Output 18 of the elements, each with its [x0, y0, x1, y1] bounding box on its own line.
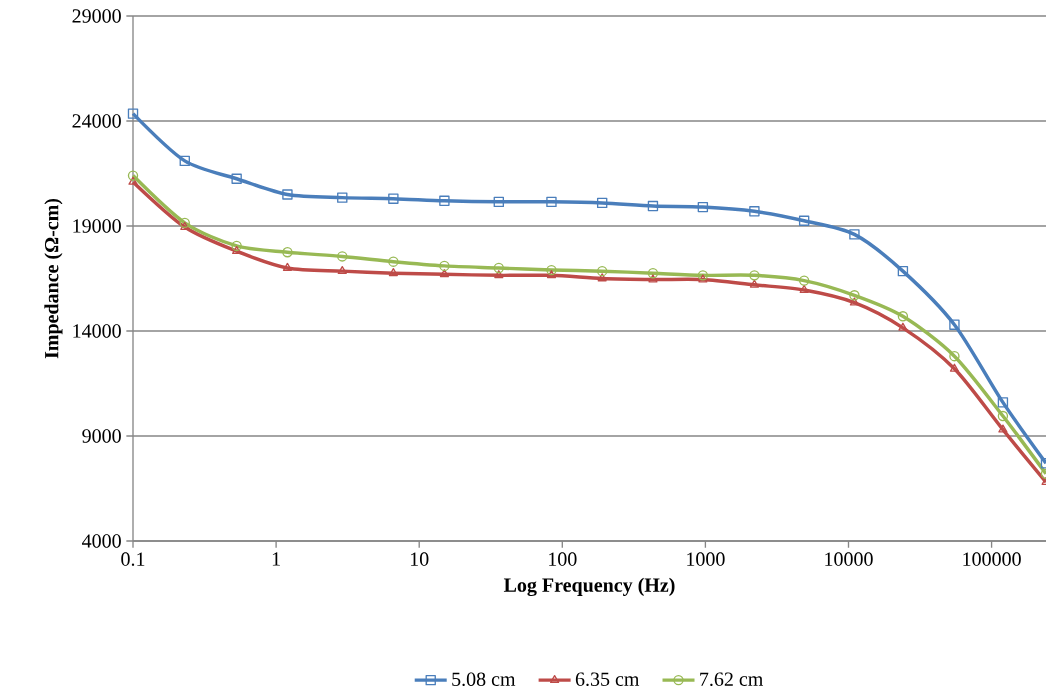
legend-label: 6.35 cm [575, 672, 640, 687]
y-tick-label: 4000 [82, 534, 121, 548]
x-tick-label: 10000 [825, 552, 873, 566]
x-tick-label: 1000 [687, 552, 725, 566]
x-tick-label: 0.1 [121, 552, 145, 566]
x-tick-label: 100000 [963, 552, 1021, 566]
y-tick-label: 29000 [72, 9, 121, 23]
y-tick-label: 14000 [73, 324, 121, 338]
x-axis-title: Log Frequency (Hz) [503, 577, 675, 597]
x-tick-label: 10 [410, 552, 429, 566]
y-tick-label: 9000 [82, 429, 121, 443]
y-tick-label: 19000 [73, 219, 121, 233]
y-tick-label: 24000 [72, 114, 121, 128]
y-axis-title: Impedance (Ω-cm) [44, 198, 63, 359]
legend-label: 7.62 cm [700, 672, 764, 687]
x-tick-label: 100 [549, 552, 577, 566]
legend-label: 5.08 cm [452, 672, 516, 687]
x-tick-label: 1 [272, 552, 280, 566]
